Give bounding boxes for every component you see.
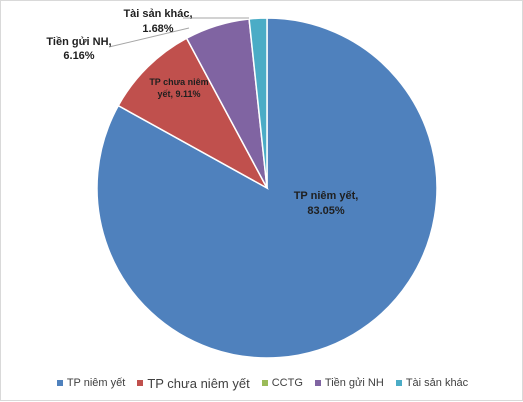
pie-slice-tp-niem-yet bbox=[96, 17, 438, 359]
data-label-tai-san-khac: Tài sản khác, bbox=[123, 8, 192, 20]
legend-item-tien-gui-nh: Tiền gửi NH bbox=[314, 377, 384, 389]
legend-label: TP chưa niêm yết bbox=[147, 375, 250, 391]
legend-swatch bbox=[395, 380, 402, 386]
legend-item-tai-san-khac: Tài sản khác bbox=[395, 377, 469, 389]
pie-slice-tp-chua-niem-yet bbox=[117, 37, 269, 190]
legend-swatch bbox=[261, 380, 268, 386]
legend: TP niêm yết TP chưa niêm yết CCTG Tiền g… bbox=[1, 373, 523, 393]
data-label-tp-chua-niem-yet: yết, 9.11% bbox=[157, 89, 200, 99]
data-label-tien-gui-nh: 6.16% bbox=[63, 50, 94, 62]
data-label-tien-gui-nh: Tiền gửi NH, bbox=[46, 36, 111, 48]
legend-label: Tài sản khác bbox=[405, 377, 469, 389]
legend-item-cctg: CCTG bbox=[261, 377, 303, 389]
data-label-tai-san-khac: 1.68% bbox=[142, 23, 173, 35]
legend-label: TP niêm yết bbox=[66, 377, 126, 389]
leader-line bbox=[108, 27, 190, 48]
pie-slice-tai-san-khac bbox=[248, 17, 268, 189]
data-label-tp-niem-yet: TP niêm yết, bbox=[294, 190, 359, 202]
data-label-tp-niem-yet: 83.05% bbox=[307, 205, 345, 217]
legend-label: CCTG bbox=[271, 377, 303, 389]
legend-item-tp-niem-yet: TP niêm yết bbox=[56, 377, 126, 389]
legend-swatch bbox=[56, 380, 63, 386]
legend-swatch bbox=[137, 380, 144, 386]
legend-label: Tiền gửi NH bbox=[324, 377, 384, 389]
legend-item-tp-chua-niem-yet: TP chưa niêm yết bbox=[137, 375, 250, 391]
data-label-tp-chua-niem-yet: TP chưa niêm bbox=[149, 77, 208, 87]
legend-swatch bbox=[314, 380, 321, 386]
